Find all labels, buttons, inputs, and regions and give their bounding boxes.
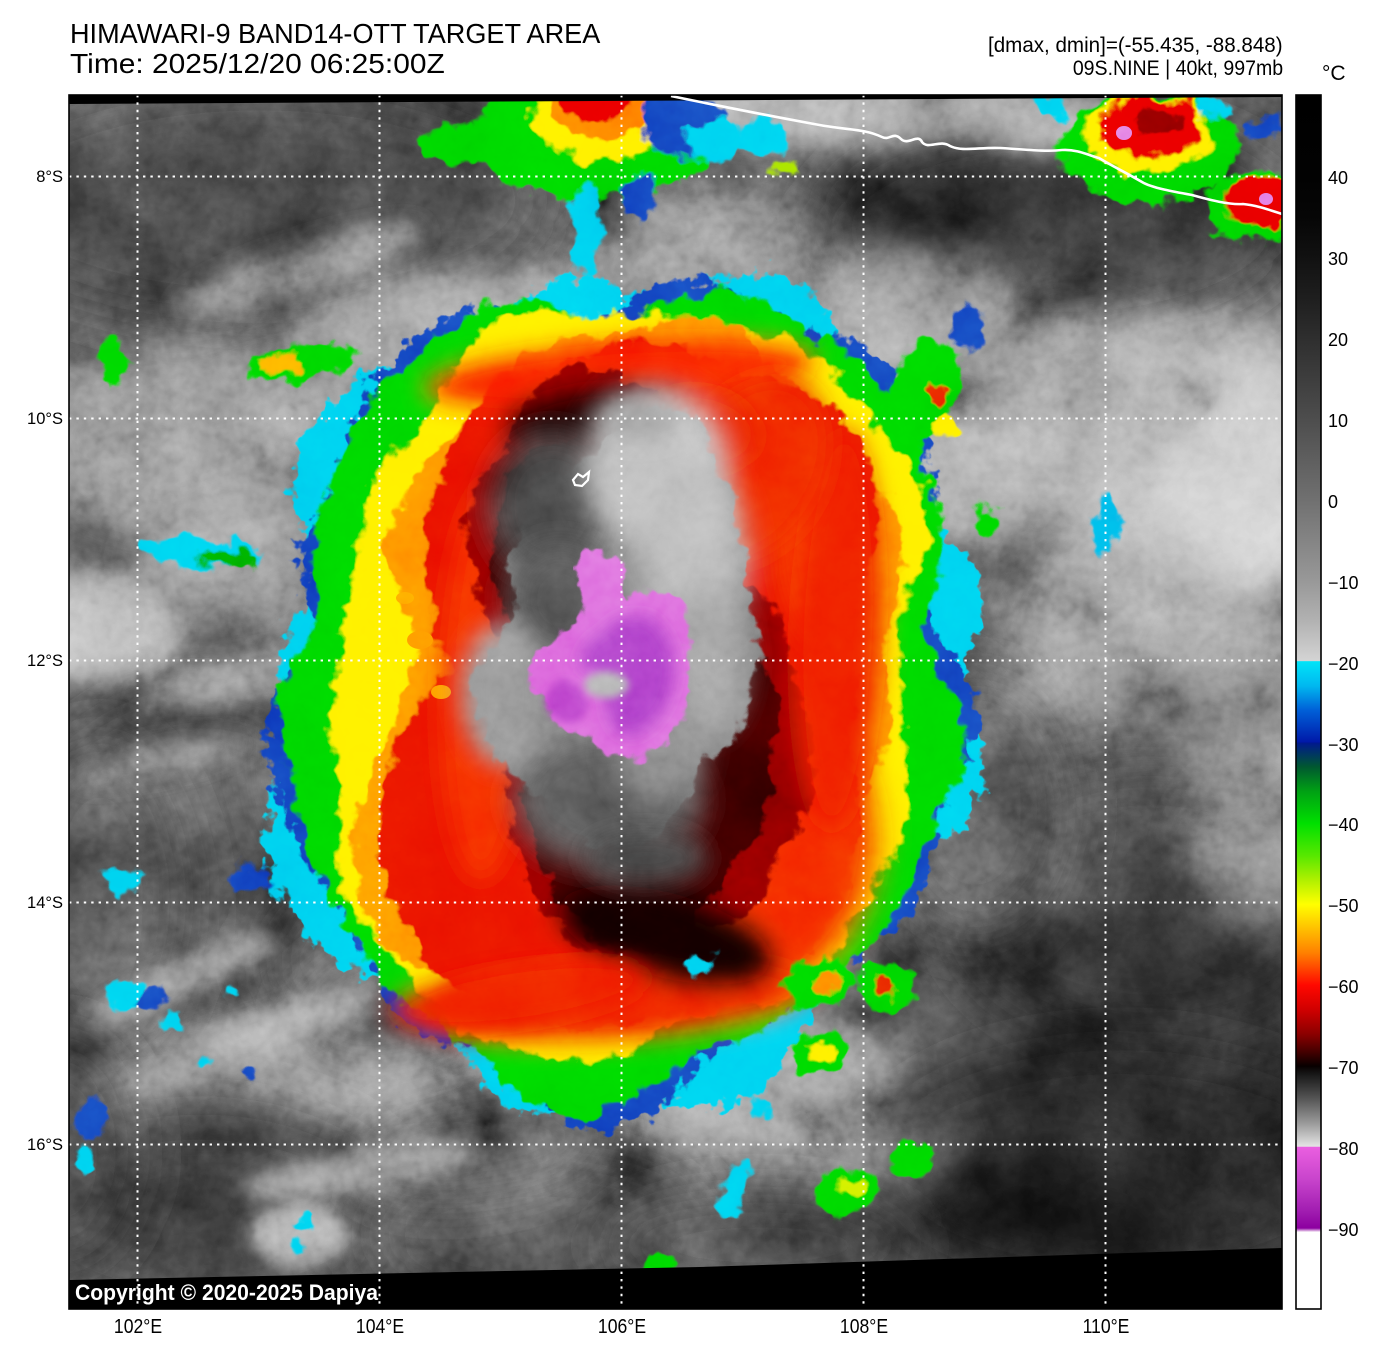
svg-text:Copyright © 2020-2025 Dapiya: Copyright © 2020-2025 Dapiya [75, 1280, 379, 1305]
